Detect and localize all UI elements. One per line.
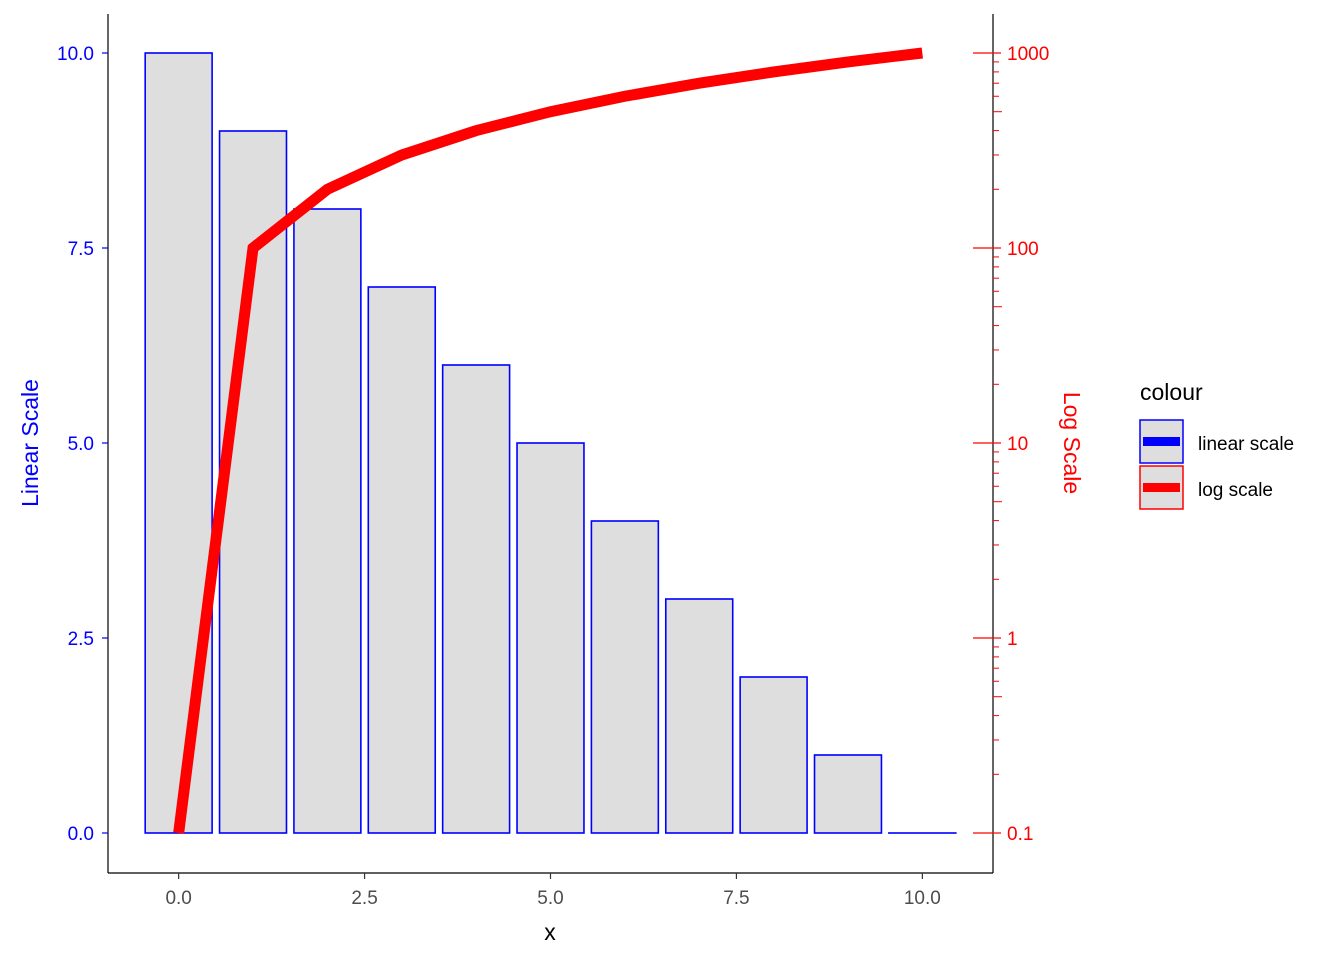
series-line-log-scale (173, 47, 924, 834)
legend-key-log-scale-line (1143, 483, 1180, 492)
y-left-tick-label: 5.0 (68, 434, 94, 455)
x-tick-label: 0.0 (165, 888, 191, 909)
bar (590, 520, 660, 834)
y-right-axis-title: Log Scale (1059, 392, 1085, 494)
x-tick-label: 7.5 (723, 888, 749, 909)
bar (293, 208, 362, 834)
y-right-tick-label: 10 (1007, 434, 1028, 455)
legend-item-linear-scale: linear scale (1139, 419, 1294, 464)
legend-item-log-scale: log scale (1139, 465, 1273, 510)
bar (441, 364, 511, 834)
bar (739, 676, 808, 834)
y-left-axis-title: Linear Scale (17, 379, 43, 507)
x-tick-label: 10.0 (904, 888, 941, 909)
x-tick-label: 5.0 (537, 888, 563, 909)
x-tick-label: 2.5 (351, 888, 377, 909)
legend: colour linear scale log scale (1139, 379, 1294, 510)
bar (144, 52, 213, 834)
bar (813, 754, 883, 834)
bar (664, 598, 734, 834)
x-axis-title: x (544, 919, 556, 945)
y-left-tick-label: 0.0 (68, 824, 94, 845)
y-left-tick-label: 10.0 (57, 44, 94, 65)
y-right-tick-label: 1000 (1007, 44, 1049, 65)
axes: 0.0 2.5 5.0 7.5 10.0 0.0 2.5 5.0 7.5 10.0 0.1 1 10 10… (57, 14, 1049, 909)
legend-label-linear-scale: linear scale (1198, 434, 1294, 455)
legend-key-linear-scale-line (1143, 437, 1180, 446)
y-right-tick-label: 0.1 (1007, 824, 1033, 845)
plot-area (144, 47, 957, 834)
y-left-tick-label: 7.5 (68, 239, 94, 260)
bar (367, 286, 437, 834)
y-left-tick-label: 2.5 (68, 629, 94, 650)
y-right-tick-label: 100 (1007, 239, 1039, 260)
bar (516, 442, 585, 834)
y-right-tick-label: 1 (1007, 629, 1018, 650)
legend-label-log-scale: log scale (1198, 480, 1273, 501)
legend-title: colour (1140, 379, 1203, 405)
